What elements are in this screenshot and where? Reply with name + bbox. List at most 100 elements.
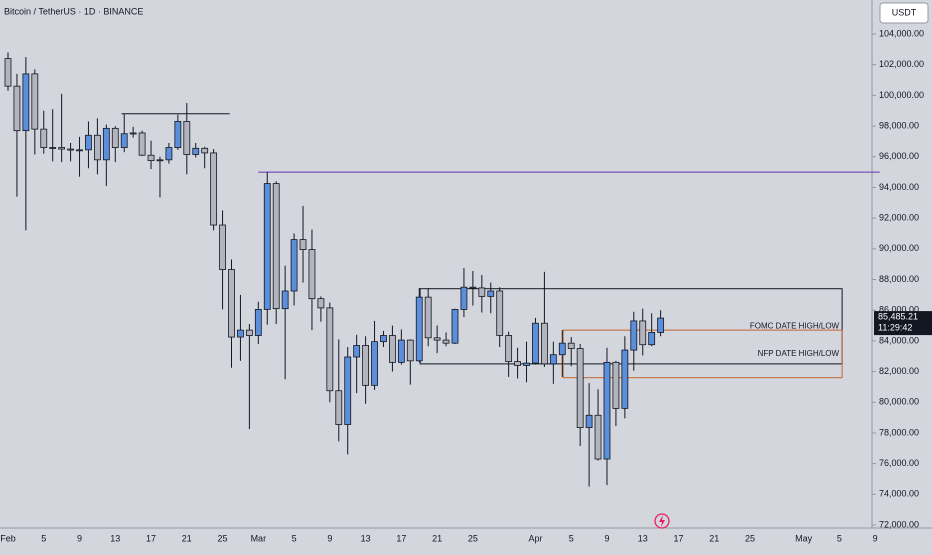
candle-body	[344, 356, 352, 425]
candle-body	[228, 269, 235, 338]
y-tick-label: 90,000.00	[879, 243, 919, 253]
candle-body	[585, 414, 593, 428]
chart-title: Bitcoin / TetherUS · 1D · BINANCE	[4, 6, 143, 16]
candle-body	[353, 345, 361, 358]
y-tick-label: 78,000.00	[879, 427, 919, 437]
x-tick-label: 17	[146, 533, 156, 543]
candle-body	[639, 320, 647, 346]
zone-label: NFP DATE HIGH/LOW	[758, 349, 840, 358]
candle-body	[514, 361, 521, 366]
x-tick-label: 21	[432, 533, 442, 543]
candle-body	[299, 239, 307, 250]
candle-body	[505, 335, 513, 362]
x-tick-label: 25	[468, 533, 478, 543]
candle-body	[567, 342, 575, 349]
currency-button[interactable]	[879, 2, 929, 24]
x-tick-label: 17	[396, 533, 406, 543]
y-tick-label: 76,000.00	[879, 458, 919, 468]
candle-body	[478, 287, 486, 297]
candle-body	[94, 134, 101, 161]
candle-body	[630, 320, 638, 351]
candle-body	[201, 147, 209, 154]
x-tick-label: 13	[638, 533, 648, 543]
candle-body	[254, 309, 262, 336]
candle-body	[31, 73, 39, 130]
candle-body	[541, 322, 548, 365]
y-tick-label: 74,000.00	[879, 489, 919, 499]
candle-body	[22, 73, 30, 132]
candle-body	[397, 339, 405, 363]
y-tick-label: 86,000.00	[879, 305, 919, 315]
y-tick-label: 82,000.00	[879, 366, 919, 376]
y-tick-label: 92,000.00	[879, 213, 919, 223]
x-tick-label: 9	[604, 533, 609, 543]
x-tick-label: 17	[673, 533, 683, 543]
candle-body	[612, 361, 620, 409]
last-price-box	[874, 311, 932, 336]
y-tick-label: 104,000.00	[879, 28, 924, 38]
event-icon-bolt	[659, 515, 665, 527]
candle-body	[532, 322, 539, 364]
candle-body	[451, 309, 459, 344]
y-tick-label: 88,000.00	[879, 274, 919, 284]
candle-body	[308, 249, 316, 300]
candle-body	[621, 349, 629, 409]
y-tick-label: 98,000.00	[879, 120, 919, 130]
candle-body	[281, 290, 289, 310]
candle-body	[263, 183, 271, 310]
candle-body	[76, 149, 83, 152]
candle-body	[120, 133, 128, 148]
candle-body	[85, 134, 92, 151]
x-tick-label: 5	[837, 533, 842, 543]
candle-body	[4, 58, 12, 87]
candle-body	[496, 290, 504, 336]
x-tick-label: 5	[569, 533, 574, 543]
candle-body	[237, 329, 244, 338]
candle-body	[67, 148, 74, 151]
candle-body	[58, 147, 66, 150]
candle-body	[523, 362, 530, 366]
candle-body	[335, 390, 343, 425]
x-tick-label: 9	[327, 533, 332, 543]
candle-body	[469, 286, 477, 289]
x-tick-label: 25	[745, 533, 755, 543]
candle-body	[192, 147, 200, 155]
y-tick-label: 96,000.00	[879, 151, 919, 161]
candle-body	[210, 152, 218, 226]
candle-body	[111, 127, 119, 148]
candle-body	[40, 128, 48, 148]
candle-body	[13, 85, 21, 132]
candle-body	[487, 290, 495, 297]
event-icon[interactable]	[654, 513, 670, 529]
candle-body	[460, 286, 468, 310]
candle-body	[317, 298, 325, 309]
candle-body	[174, 121, 182, 148]
y-tick-label: 102,000.00	[879, 59, 924, 69]
y-tick-label: 80,000.00	[879, 397, 919, 407]
candle-body	[272, 183, 280, 310]
candle-body	[380, 335, 387, 343]
candle-body	[549, 354, 557, 365]
y-tick-label: 84,000.00	[879, 335, 919, 345]
x-tick-label: Apr	[528, 533, 542, 543]
candle-body	[245, 329, 253, 336]
x-tick-label: 21	[182, 533, 192, 543]
x-tick-label: 21	[709, 533, 719, 543]
candle-body	[389, 335, 396, 363]
candle-body	[129, 132, 137, 135]
x-tick-label: 9	[873, 533, 878, 543]
candle-body	[648, 332, 656, 346]
candle-body	[558, 342, 566, 356]
candle-body	[362, 345, 370, 386]
x-tick-label: May	[795, 533, 813, 543]
x-tick-label: 5	[41, 533, 46, 543]
candle-body	[442, 339, 450, 344]
candle-body	[102, 127, 110, 161]
countdown-label: 11:29:42	[878, 322, 912, 332]
candle-body	[156, 159, 164, 162]
last-price-label: 85,485.21	[878, 311, 918, 321]
x-tick-label: Mar	[251, 533, 267, 543]
x-tick-label: 5	[292, 533, 297, 543]
